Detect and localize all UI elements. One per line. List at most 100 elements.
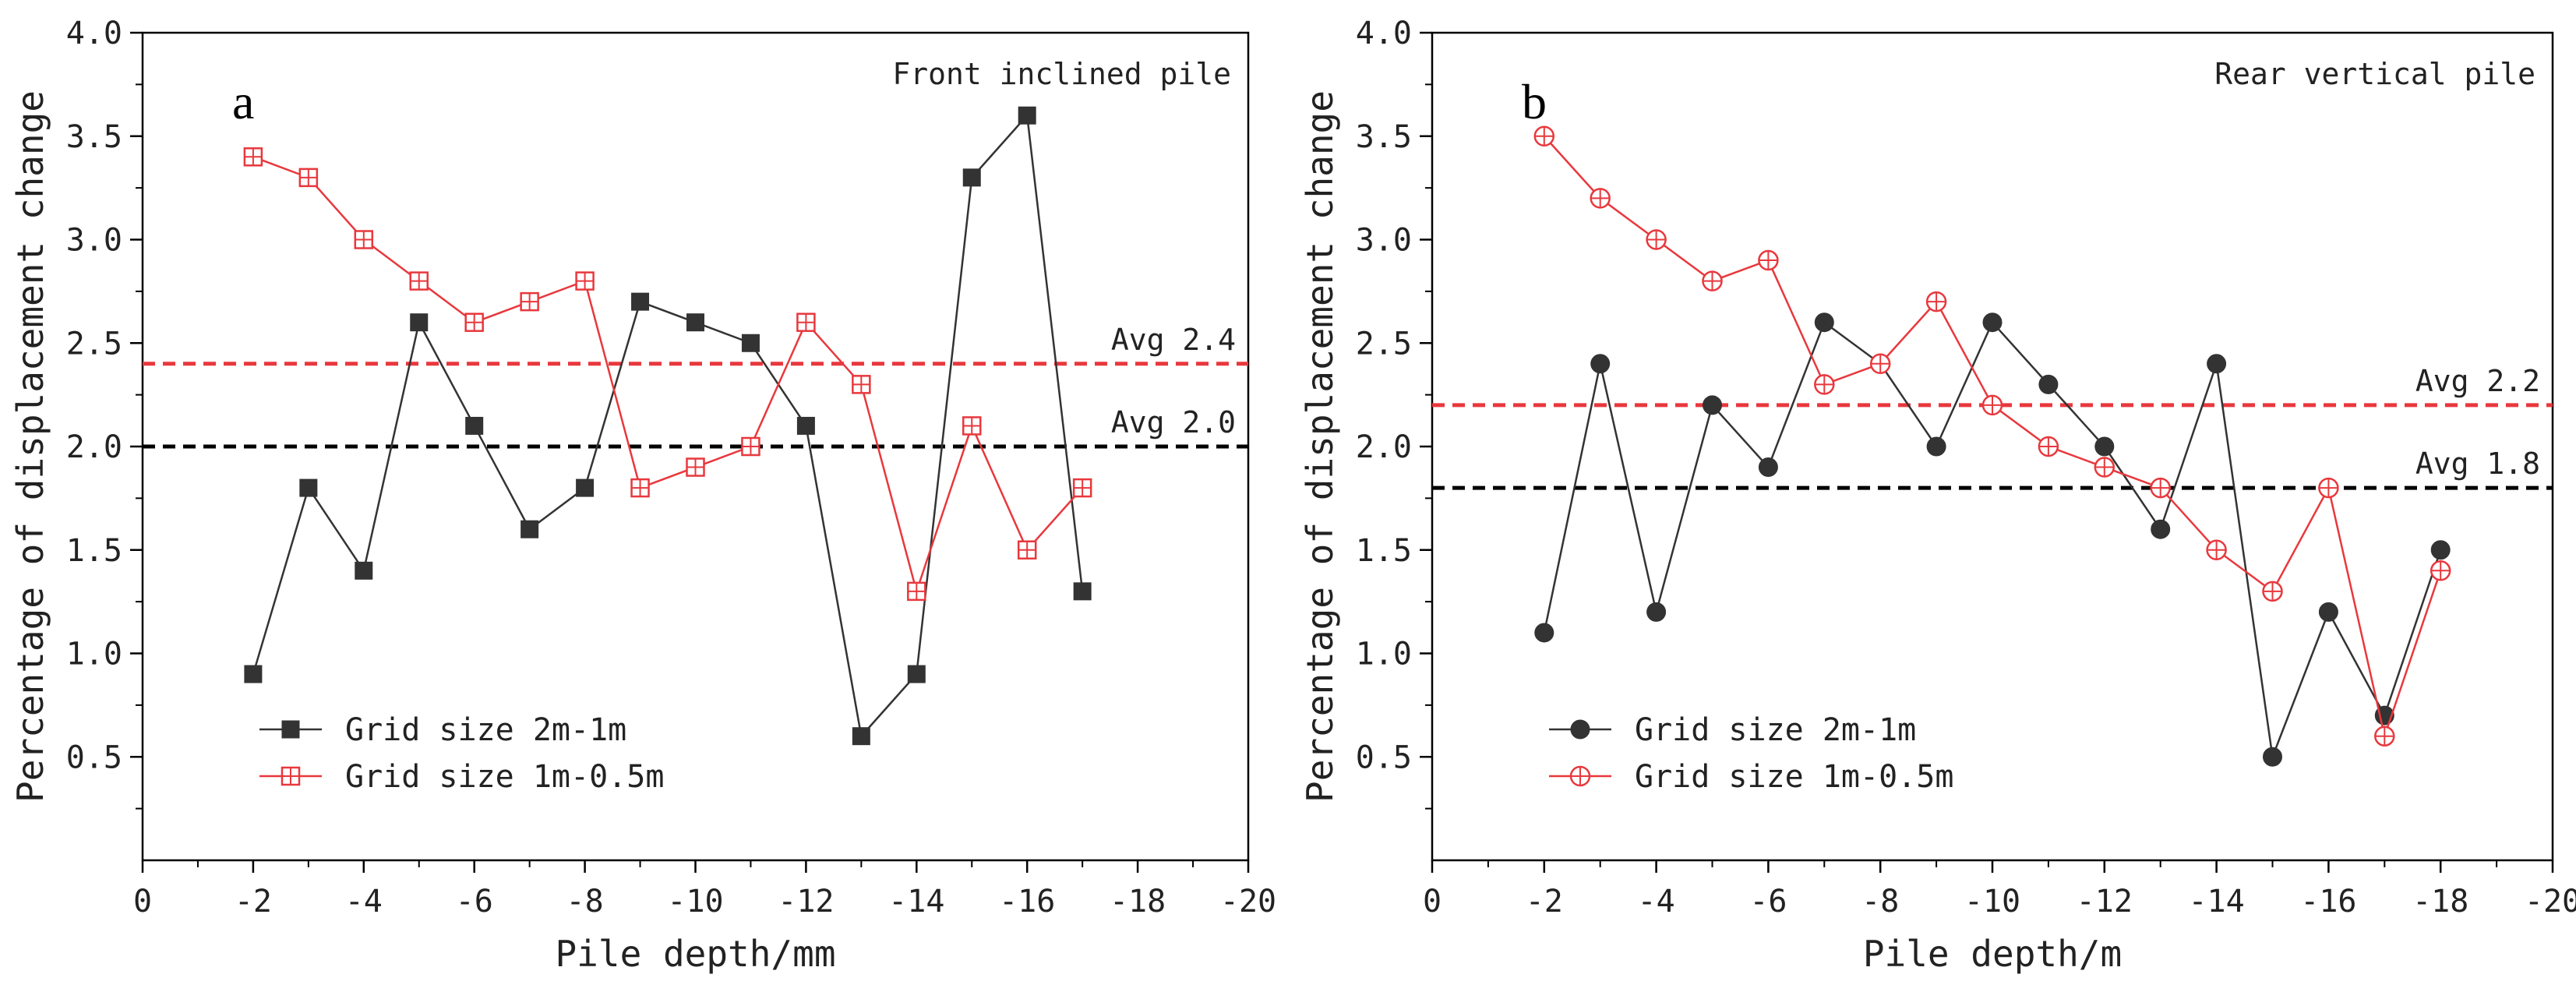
- y-tick-label: 3.5: [1356, 119, 1412, 155]
- x-tick-label: -14: [2188, 884, 2244, 920]
- data-point: [355, 561, 373, 580]
- panel-label: a: [232, 74, 254, 129]
- data-point: [2207, 354, 2227, 374]
- avg-label: Avg 2.0: [1111, 405, 1236, 439]
- data-point: [1869, 353, 1891, 375]
- data-point: [962, 168, 981, 187]
- data-point: [299, 478, 318, 497]
- data-point: [796, 416, 815, 435]
- x-tick-label: -6: [1749, 884, 1787, 920]
- data-point: [1981, 394, 2003, 416]
- data-point: [1017, 540, 1037, 560]
- y-tick-label: 3.5: [66, 119, 122, 155]
- x-tick-label: -4: [1638, 884, 1675, 920]
- data-point: [686, 457, 705, 477]
- data-point: [520, 520, 539, 538]
- legend-entry: Grid size 1m-0.5m: [345, 759, 664, 795]
- y-tick-label: 3.0: [1356, 223, 1412, 259]
- data-point: [2263, 747, 2282, 767]
- data-point: [852, 375, 871, 394]
- panel-title: Rear vertical pile: [2214, 57, 2535, 91]
- data-point: [2094, 457, 2115, 478]
- data-point: [1814, 374, 1835, 395]
- data-point: [1533, 125, 1555, 146]
- y-tick-label: 2.0: [1356, 429, 1412, 465]
- data-point: [2430, 540, 2451, 560]
- x-axis-title: Pile depth/m: [1863, 933, 2122, 975]
- data-point: [1814, 312, 1834, 333]
- data-point: [2318, 602, 2338, 622]
- data-point: [520, 291, 539, 312]
- data-point: [2038, 436, 2059, 457]
- data-point: [1018, 106, 1036, 125]
- data-point: [741, 334, 760, 352]
- y-tick-label: 4.0: [1356, 16, 1412, 51]
- avg-label: Avg 1.8: [2415, 447, 2540, 481]
- data-point: [741, 436, 760, 457]
- x-tick-label: -10: [1964, 884, 2020, 920]
- data-point: [575, 271, 595, 291]
- data-point: [1702, 270, 1723, 291]
- data-point: [1072, 478, 1092, 498]
- data-point: [796, 312, 816, 332]
- x-tick-label: -16: [2300, 884, 2356, 920]
- data-point: [1073, 582, 1092, 601]
- data-point: [1926, 436, 1946, 457]
- data-point: [907, 581, 926, 602]
- data-point: [465, 416, 484, 435]
- y-axis-title: Percentage of displacement change: [9, 90, 51, 803]
- x-tick-label: -4: [345, 884, 383, 920]
- data-point: [1925, 291, 1947, 312]
- series-line: [252, 113, 1084, 739]
- x-tick-label: -20: [2525, 884, 2576, 920]
- y-tick-label: 0.5: [1356, 740, 1412, 775]
- x-tick-label: -12: [2077, 884, 2133, 920]
- data-point: [2038, 374, 2059, 394]
- x-tick-label: -12: [778, 884, 834, 920]
- x-tick-label: -20: [1220, 884, 1276, 920]
- data-point: [243, 147, 263, 167]
- x-tick-label: -10: [667, 884, 723, 920]
- y-tick-label: 0.5: [66, 740, 122, 775]
- avg-label: Avg 2.2: [2415, 364, 2540, 398]
- y-axis-title: Percentage of displacement change: [1299, 90, 1341, 803]
- x-tick-label: -16: [999, 884, 1055, 920]
- data-point: [2374, 725, 2395, 747]
- x-tick-label: -18: [2412, 884, 2468, 920]
- data-point: [244, 665, 263, 683]
- panel-label: b: [1522, 74, 1547, 129]
- data-point: [2318, 477, 2339, 499]
- legend-marker: [1569, 765, 1591, 787]
- data-point: [2206, 539, 2227, 560]
- data-point: [1758, 249, 1779, 271]
- avg-label: Avg 2.4: [1111, 323, 1236, 357]
- x-tick-label: -2: [1526, 884, 1563, 920]
- x-tick-label: 0: [133, 884, 152, 920]
- x-tick-label: -8: [1861, 884, 1899, 920]
- x-tick-label: -8: [566, 884, 604, 920]
- series-line: [252, 156, 1084, 595]
- data-point: [2151, 519, 2171, 539]
- panel-a: 0 -2 -4 -6 -8 -10 -12 -14 -16 -18 -20 0.5 1.0 1.5 2.0 2…: [9, 16, 1276, 975]
- data-point: [1646, 229, 1667, 250]
- panel-b: 0 -2 -4 -6 -8 -10 -12 -14 -16 -18 -20 0.5 1.0 1.5 2.0 2…: [1299, 16, 2576, 975]
- data-point: [1982, 312, 2003, 333]
- y-tick-label: 1.5: [1356, 533, 1412, 569]
- data-point: [464, 312, 484, 332]
- data-point: [1590, 188, 1611, 209]
- y-tick-label: 2.5: [1356, 326, 1412, 362]
- data-point: [630, 478, 650, 498]
- data-point: [576, 478, 595, 497]
- data-point: [1758, 457, 1778, 478]
- panel-title: Front inclined pile: [892, 57, 1231, 91]
- y-tick-label: 2.5: [66, 326, 122, 362]
- data-point: [2262, 581, 2283, 602]
- data-point: [1534, 623, 1554, 643]
- data-point: [1590, 354, 1611, 374]
- x-axis-title: Pile depth/mm: [555, 933, 835, 975]
- data-point: [2094, 436, 2115, 457]
- data-point: [2150, 477, 2171, 499]
- data-point: [631, 292, 650, 311]
- x-tick-label: -6: [456, 884, 493, 920]
